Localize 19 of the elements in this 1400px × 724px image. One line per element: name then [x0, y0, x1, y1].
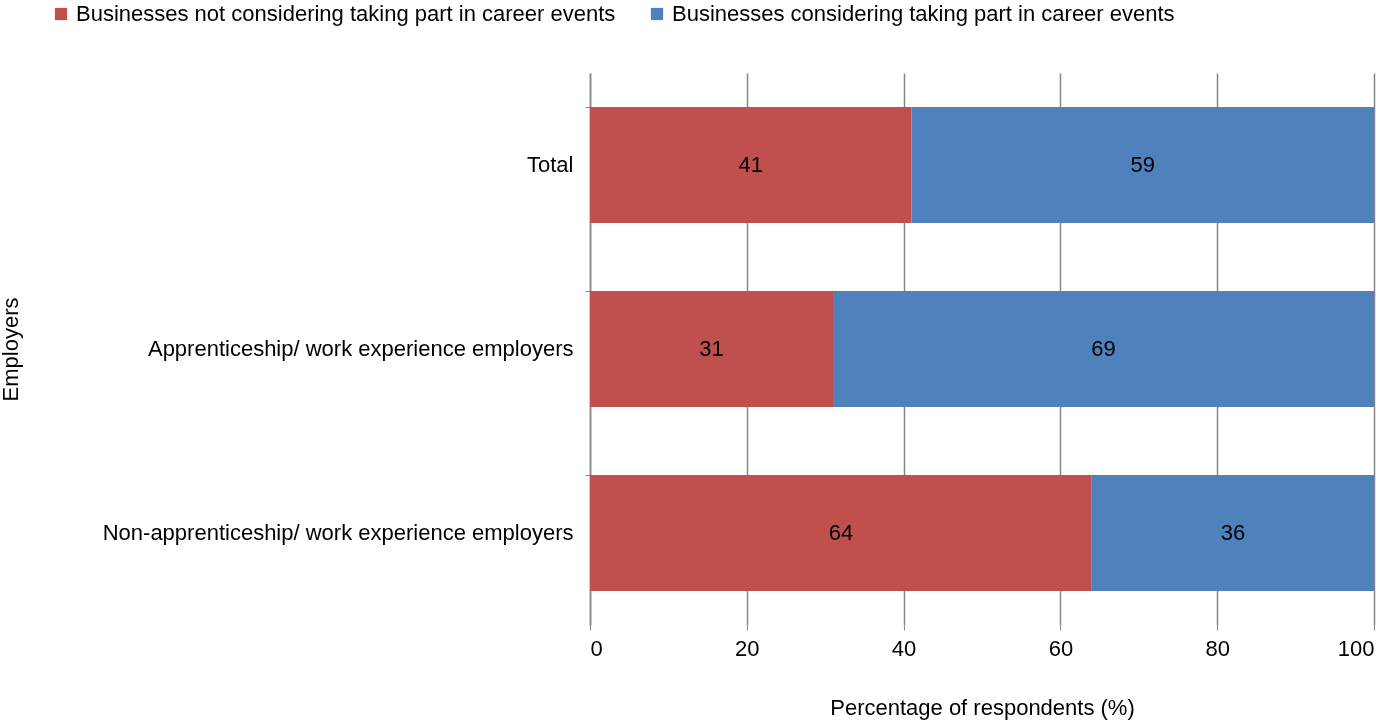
x-axis-title: Percentage of respondents (%): [830, 694, 1135, 720]
y-axis-title: Employers: [0, 297, 23, 402]
x-tick-label: 100: [1337, 635, 1375, 661]
y-tick-label: Non-apprenticeship/ work experience employers: [102, 520, 574, 545]
x-tick-label: 40: [891, 635, 917, 661]
x-tick-label: 80: [1205, 635, 1230, 661]
data-label: 36: [1220, 520, 1246, 545]
x-tick-label: 20: [735, 635, 760, 661]
x-tick-label: 60: [1048, 635, 1074, 661]
y-tick-label: Apprenticeship/ work experience employers: [147, 336, 574, 361]
legend-label: Businesses considering taking part in career events: [672, 1, 1175, 26]
data-label: 64: [828, 520, 854, 545]
data-label: 59: [1130, 152, 1155, 177]
data-label: 41: [738, 152, 763, 177]
data-label: 31: [699, 336, 724, 361]
y-tick-label: Total: [527, 152, 574, 177]
legend-label: Businesses not considering taking part in career events: [76, 1, 616, 26]
data-label: 69: [1091, 336, 1116, 361]
x-tick-label: 0: [590, 635, 603, 661]
